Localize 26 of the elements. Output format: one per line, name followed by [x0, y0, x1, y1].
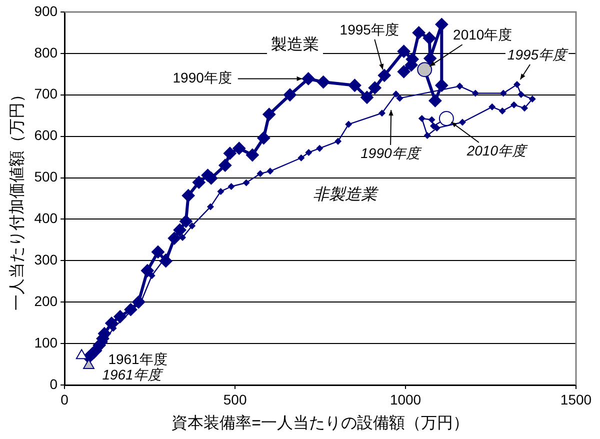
y-tick-label: 700	[34, 86, 58, 102]
y-tick-label: 600	[34, 127, 58, 144]
y-tick-label: 200	[34, 292, 58, 309]
annotation: 2010年度	[466, 142, 528, 158]
y-tick-label: 800	[34, 44, 58, 60]
x-tick-label: 1000	[390, 391, 422, 408]
annotation: 1995年度	[507, 46, 569, 62]
annotation: 1990年度	[360, 144, 422, 161]
y-tick-label: 0	[50, 376, 58, 392]
series-label: 非製造業	[313, 185, 379, 204]
series-label: 製造業	[271, 35, 319, 54]
y-axis-title: 一人当たり付加価値額（万円）	[8, 86, 26, 310]
y-tick-label: 300	[34, 252, 58, 268]
x-axis-title: 資本装備率=一人当たりの設備額（万円）	[172, 414, 469, 432]
annotation: 1961年度	[108, 351, 168, 368]
y-tick-label: 100	[34, 334, 58, 350]
annotation: 1990年度	[172, 70, 232, 86]
annotation: 2010年度	[453, 26, 512, 42]
annotation: 1995年度	[340, 21, 399, 38]
x-tick-label: 1500	[560, 391, 592, 408]
x-tick-label: 500	[223, 391, 247, 408]
annotation: 1961年度	[102, 366, 164, 382]
y-tick-label: 500	[34, 168, 58, 185]
y-tick-label: 400	[34, 210, 58, 226]
y-tick-label: 900	[34, 2, 58, 19]
x-tick-label: 0	[60, 391, 69, 408]
